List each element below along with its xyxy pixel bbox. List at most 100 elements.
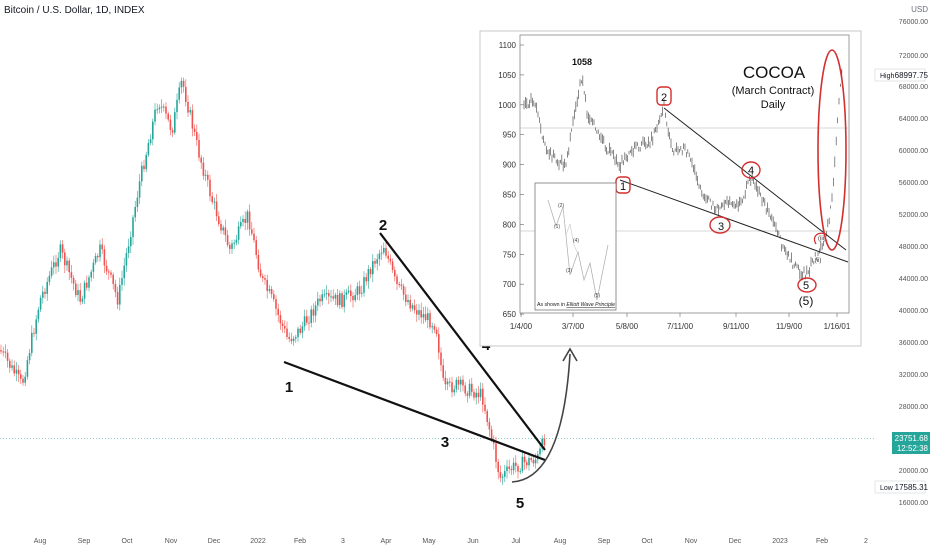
- candle-body: [218, 216, 220, 224]
- price-tick-label: 36000.00: [899, 340, 928, 347]
- candle-body: [127, 246, 130, 254]
- candle-body: [169, 119, 172, 130]
- candle-body: [402, 286, 405, 295]
- candle-body: [42, 291, 44, 298]
- countdown-value: 12:52:38: [897, 444, 929, 453]
- candle-body: [55, 262, 57, 267]
- low-tag: [874, 480, 926, 494]
- inset-y-tick-label: 750: [503, 250, 517, 259]
- projection-arrow: [511, 353, 571, 483]
- time-tick-label: Jul: [512, 538, 521, 545]
- price-tick-label: 76000.00: [899, 19, 928, 26]
- candle-body: [116, 291, 119, 305]
- mini-elliott-diagram: (1) (2) (3) (4) (5) As shown in Elliott …: [534, 182, 617, 311]
- candle-body: [9, 360, 11, 368]
- candle-body: [352, 296, 354, 301]
- price-tick-label: 72000.00: [899, 53, 928, 60]
- inset-wave-5-degree: (5): [799, 294, 814, 308]
- circle-wave-3: [709, 216, 731, 234]
- candle-body: [288, 336, 290, 339]
- low-value: 17585.31: [895, 483, 929, 492]
- candle-body: [66, 260, 68, 266]
- inset-y-axis: 1100 1050 1000 950 900 850 800 750 700 650: [498, 41, 524, 319]
- candle-body: [13, 365, 15, 374]
- candle-body: [541, 438, 543, 449]
- candle-body: [268, 289, 271, 291]
- inset-x-axis: 1/4/00 3/7/00 5/8/00 7/11/00 9/11/00 11/9/00 1…: [510, 313, 851, 331]
- candle-body: [165, 106, 167, 114]
- candle-body: [361, 292, 363, 294]
- candle-body: [240, 222, 242, 227]
- inset-y-tick-label: 950: [503, 131, 517, 140]
- inset-annotations: 2 1 4 3 5 (5) (iii) (ii): [615, 49, 847, 308]
- candle-body: [451, 382, 453, 393]
- inset-wave-2: 2: [661, 92, 667, 104]
- candle-body: [460, 379, 462, 385]
- price-tick-label: 44000.00: [899, 276, 928, 283]
- time-tick-label: May: [422, 538, 436, 545]
- candle-body: [400, 284, 403, 287]
- candle-body: [354, 294, 356, 301]
- candle-body: [187, 102, 189, 113]
- low-tag-label: Low: [880, 485, 894, 492]
- symbol-title: Bitcoin / U.S. Dollar, 1D, INDEX: [4, 5, 145, 16]
- candle-body: [356, 286, 359, 295]
- candle-body: [17, 369, 20, 375]
- price-tick-label: 64000.00: [899, 116, 928, 123]
- candle-body: [330, 296, 332, 298]
- inset-x-tick-label: 1/16/01: [824, 322, 851, 331]
- inset-lower-trendline: [619, 179, 849, 263]
- high-tag: [874, 68, 926, 82]
- candle-body: [103, 249, 106, 266]
- candle-body: [279, 314, 282, 324]
- high-value: 68997.75: [895, 71, 929, 80]
- candle-body: [90, 271, 92, 278]
- candle-body: [26, 360, 29, 377]
- candle-body: [75, 283, 77, 296]
- candle-body: [246, 211, 249, 223]
- mini-caption-prefix: As shown in: [537, 302, 566, 308]
- candle-body: [270, 289, 273, 295]
- candle-body: [374, 261, 376, 264]
- candle-body: [176, 99, 178, 113]
- inset-y-tick-label: 800: [503, 220, 517, 229]
- circle-blowoff: [817, 49, 847, 251]
- candle-body: [209, 179, 211, 197]
- candle-body: [477, 392, 480, 398]
- candle-body: [198, 139, 200, 158]
- candle-body: [512, 462, 515, 471]
- candle-body: [178, 87, 180, 100]
- candle-body: [35, 319, 37, 334]
- inset-y-tick-label: 850: [503, 191, 517, 200]
- mini-wave-path: [547, 199, 609, 301]
- candle-body: [486, 410, 488, 422]
- candle-body: [479, 388, 482, 398]
- candle-body: [284, 326, 286, 329]
- candle-body: [275, 299, 277, 309]
- candle-body: [88, 277, 90, 288]
- time-tick-label: Dec: [729, 538, 742, 545]
- candle-body: [22, 378, 24, 383]
- candle-body: [499, 472, 502, 478]
- inset-y-tick-label: 1100: [499, 41, 517, 50]
- candle-body: [336, 294, 339, 306]
- wave-label-2: 2: [379, 217, 387, 234]
- candle-body: [207, 174, 209, 180]
- candle-body: [339, 293, 341, 306]
- arrow-head: [562, 347, 578, 362]
- price-tick-label: 28000.00: [899, 404, 928, 411]
- candle-body: [301, 326, 304, 333]
- price-tags: High 68997.75 Low 17585.31 23751.68 12:5…: [874, 68, 930, 494]
- candle-body: [534, 459, 537, 464]
- inset-y-tick-label: 900: [503, 161, 517, 170]
- candle-body: [11, 365, 13, 368]
- candle-body: [185, 86, 187, 103]
- price-tick-label: 68000.00: [899, 84, 928, 91]
- time-tick-label: Jun: [467, 538, 478, 545]
- candle-body: [152, 121, 154, 140]
- candle-body: [429, 313, 431, 328]
- candle-body: [497, 461, 499, 473]
- circle-wave-4: [741, 161, 761, 179]
- candle-body: [259, 269, 262, 277]
